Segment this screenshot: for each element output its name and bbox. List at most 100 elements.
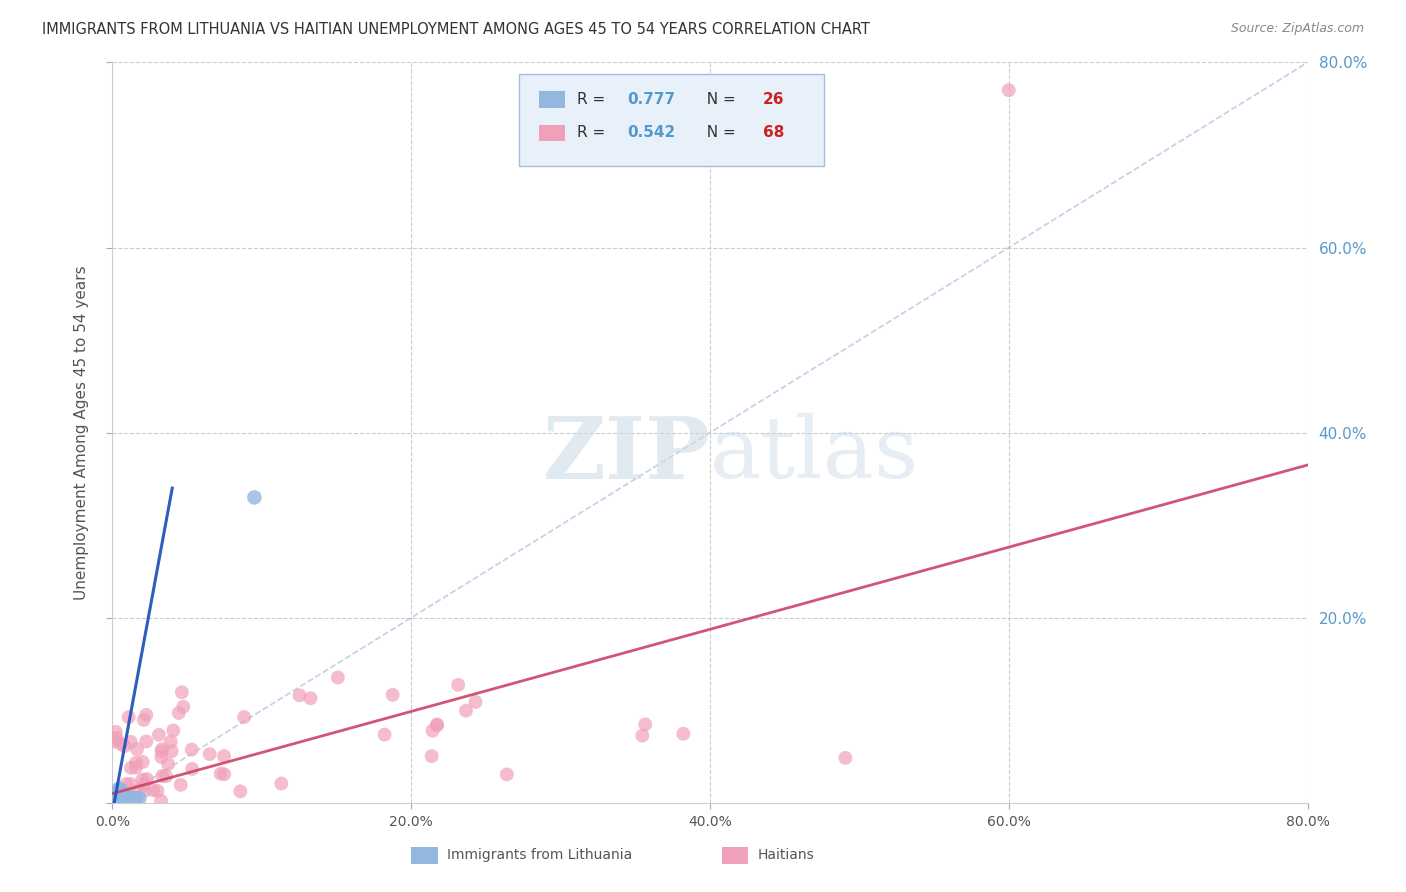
Point bbox=[114, 791, 135, 805]
Point bbox=[142, 783, 165, 797]
FancyBboxPatch shape bbox=[412, 847, 437, 863]
Point bbox=[108, 791, 131, 805]
Point bbox=[172, 699, 194, 714]
Point bbox=[157, 757, 180, 772]
Text: 68: 68 bbox=[762, 125, 785, 140]
Point bbox=[124, 791, 146, 805]
Point bbox=[374, 728, 396, 742]
Point bbox=[108, 787, 131, 801]
Point bbox=[108, 781, 131, 796]
Point bbox=[634, 717, 657, 731]
Point bbox=[110, 737, 132, 751]
Point bbox=[150, 750, 173, 764]
Point bbox=[326, 670, 349, 684]
Point bbox=[132, 713, 155, 727]
Point bbox=[105, 787, 128, 801]
Point bbox=[117, 791, 139, 805]
Point bbox=[135, 707, 157, 722]
Point bbox=[150, 794, 173, 808]
Point bbox=[110, 787, 132, 801]
Point bbox=[107, 791, 129, 805]
Point bbox=[631, 729, 654, 743]
Point bbox=[464, 695, 486, 709]
Text: N =: N = bbox=[697, 92, 741, 107]
Point bbox=[117, 710, 139, 724]
FancyBboxPatch shape bbox=[723, 847, 748, 863]
Point bbox=[120, 791, 142, 805]
Point bbox=[170, 778, 193, 792]
Point bbox=[115, 791, 138, 805]
Point bbox=[150, 742, 173, 756]
Text: 0.542: 0.542 bbox=[627, 125, 676, 140]
Y-axis label: Unemployment Among Ages 45 to 54 years: Unemployment Among Ages 45 to 54 years bbox=[75, 265, 89, 600]
Point bbox=[128, 783, 150, 797]
Text: atlas: atlas bbox=[710, 413, 920, 497]
Text: Source: ZipAtlas.com: Source: ZipAtlas.com bbox=[1230, 22, 1364, 36]
Point bbox=[146, 783, 169, 797]
Text: 0.777: 0.777 bbox=[627, 92, 676, 107]
Point bbox=[299, 691, 322, 706]
Point bbox=[148, 728, 170, 742]
Point bbox=[270, 776, 292, 790]
Text: ZIP: ZIP bbox=[543, 413, 710, 497]
Point bbox=[150, 744, 173, 758]
Point bbox=[672, 727, 695, 741]
Point bbox=[107, 781, 129, 796]
Point bbox=[495, 767, 517, 781]
Point bbox=[198, 747, 221, 761]
Point bbox=[159, 735, 181, 749]
Point bbox=[447, 678, 470, 692]
Point bbox=[103, 734, 125, 748]
Point bbox=[422, 723, 444, 738]
Point bbox=[233, 710, 256, 724]
Point bbox=[115, 777, 138, 791]
Text: R =: R = bbox=[578, 92, 610, 107]
Point bbox=[134, 783, 156, 797]
Point bbox=[834, 751, 856, 765]
Point bbox=[136, 772, 159, 786]
Point bbox=[103, 791, 125, 805]
Point bbox=[125, 791, 148, 805]
Point bbox=[120, 761, 142, 775]
Point bbox=[120, 777, 142, 791]
Point bbox=[110, 791, 132, 805]
Point bbox=[122, 791, 145, 805]
Point bbox=[125, 760, 148, 774]
Point bbox=[155, 769, 177, 783]
Point bbox=[131, 772, 153, 787]
FancyBboxPatch shape bbox=[538, 125, 565, 141]
Point bbox=[426, 717, 449, 731]
Point bbox=[180, 742, 202, 756]
Point bbox=[118, 791, 141, 805]
Point bbox=[107, 787, 129, 801]
Point bbox=[170, 685, 193, 699]
Text: 26: 26 bbox=[762, 92, 785, 107]
Point bbox=[114, 787, 135, 801]
Text: R =: R = bbox=[578, 125, 610, 140]
Point bbox=[229, 784, 252, 798]
Point bbox=[132, 755, 155, 769]
Text: N =: N = bbox=[697, 125, 741, 140]
Point bbox=[135, 734, 157, 748]
Point bbox=[288, 689, 311, 703]
Point bbox=[125, 756, 148, 770]
Point bbox=[243, 491, 266, 505]
Point bbox=[167, 706, 190, 720]
Point bbox=[160, 744, 183, 758]
Point bbox=[121, 791, 143, 805]
Point bbox=[128, 791, 150, 805]
Point bbox=[120, 791, 142, 805]
Text: Immigrants from Lithuania: Immigrants from Lithuania bbox=[447, 847, 633, 862]
FancyBboxPatch shape bbox=[538, 91, 565, 108]
Point bbox=[381, 688, 404, 702]
Text: Haitians: Haitians bbox=[758, 847, 814, 862]
Point bbox=[111, 791, 134, 805]
FancyBboxPatch shape bbox=[519, 73, 824, 166]
Point bbox=[454, 704, 477, 718]
Point bbox=[420, 749, 443, 764]
Point bbox=[181, 762, 204, 776]
Text: IMMIGRANTS FROM LITHUANIA VS HAITIAN UNEMPLOYMENT AMONG AGES 45 TO 54 YEARS CORR: IMMIGRANTS FROM LITHUANIA VS HAITIAN UNE… bbox=[42, 22, 870, 37]
Point bbox=[212, 749, 235, 764]
Point bbox=[162, 723, 184, 738]
Point bbox=[111, 787, 134, 801]
